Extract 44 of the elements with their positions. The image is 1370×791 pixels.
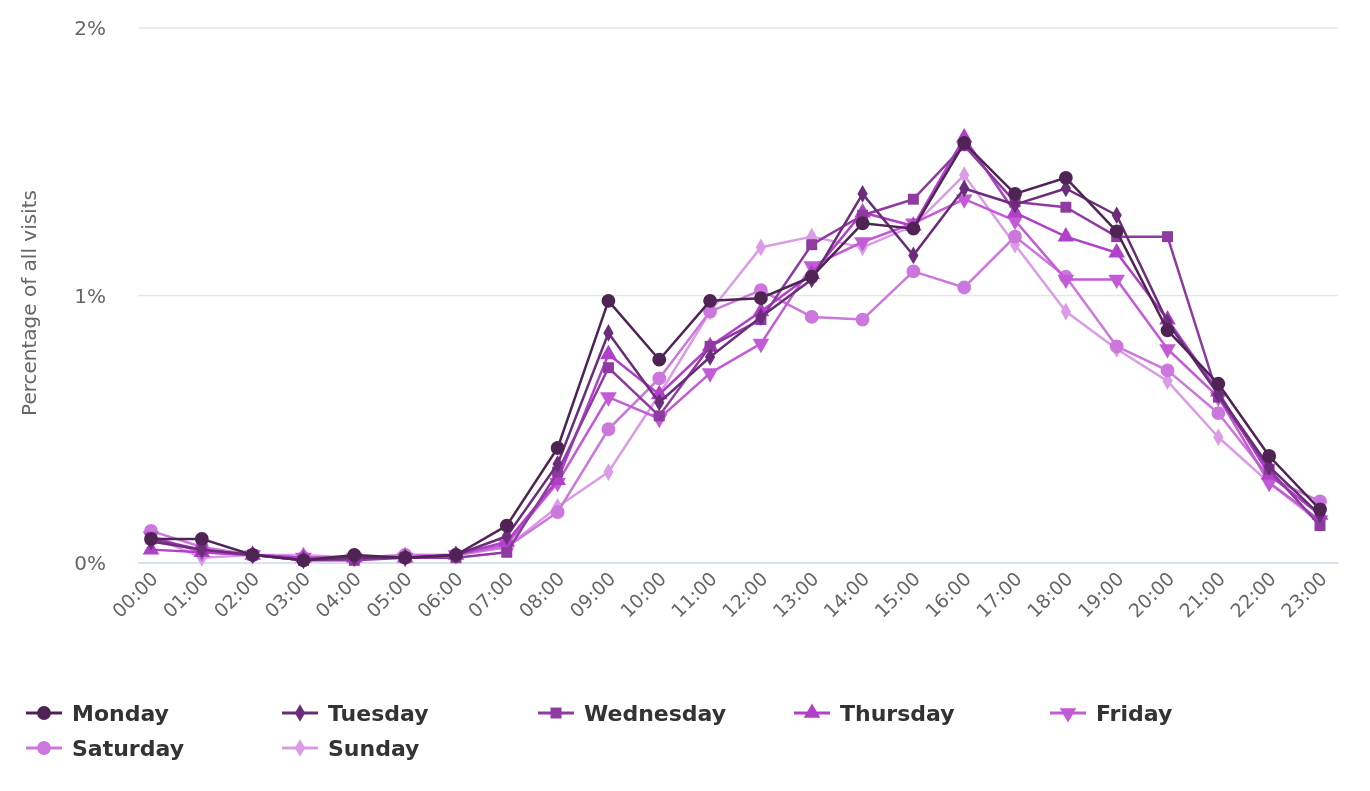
point: [957, 280, 972, 295]
point: [1211, 376, 1226, 391]
legend-label: Friday: [1096, 700, 1173, 726]
point: [1162, 231, 1173, 243]
point: [906, 264, 921, 279]
point: [1008, 186, 1022, 201]
point: [957, 136, 972, 150]
point: [855, 312, 870, 327]
y-axis-title: Percentage of all visits: [17, 190, 41, 416]
point: [1109, 339, 1124, 354]
legend-label: Thursday: [840, 700, 955, 726]
legend-label: Wednesday: [584, 700, 727, 726]
point: [499, 518, 514, 533]
point: [1160, 363, 1175, 378]
point: [652, 352, 667, 367]
point: [806, 239, 818, 251]
legend-label: Saturday: [72, 735, 184, 761]
y-tick-label: 2%: [74, 16, 106, 40]
point: [703, 293, 717, 308]
point: [550, 441, 565, 455]
point: [1160, 323, 1175, 338]
point: [907, 193, 919, 205]
legend-label: Monday: [72, 700, 169, 726]
y-tick-label: 1%: [74, 283, 106, 308]
point: [855, 216, 870, 231]
point: [601, 422, 616, 437]
point: [652, 371, 667, 386]
point: [1060, 201, 1072, 213]
point: [804, 310, 819, 324]
point: [602, 362, 614, 374]
point: [550, 505, 565, 520]
point: [1109, 224, 1124, 239]
point: [1008, 229, 1022, 244]
point: [754, 291, 768, 306]
legend-label: Tuesday: [328, 700, 429, 726]
point: [1262, 449, 1277, 463]
point: [194, 532, 209, 546]
point: [601, 293, 616, 308]
y-tick-label: 0%: [74, 551, 106, 575]
point: [501, 546, 513, 558]
point: [1058, 170, 1073, 185]
legend-label: Sunday: [328, 735, 420, 761]
point: [804, 269, 819, 284]
point: [1211, 406, 1226, 421]
